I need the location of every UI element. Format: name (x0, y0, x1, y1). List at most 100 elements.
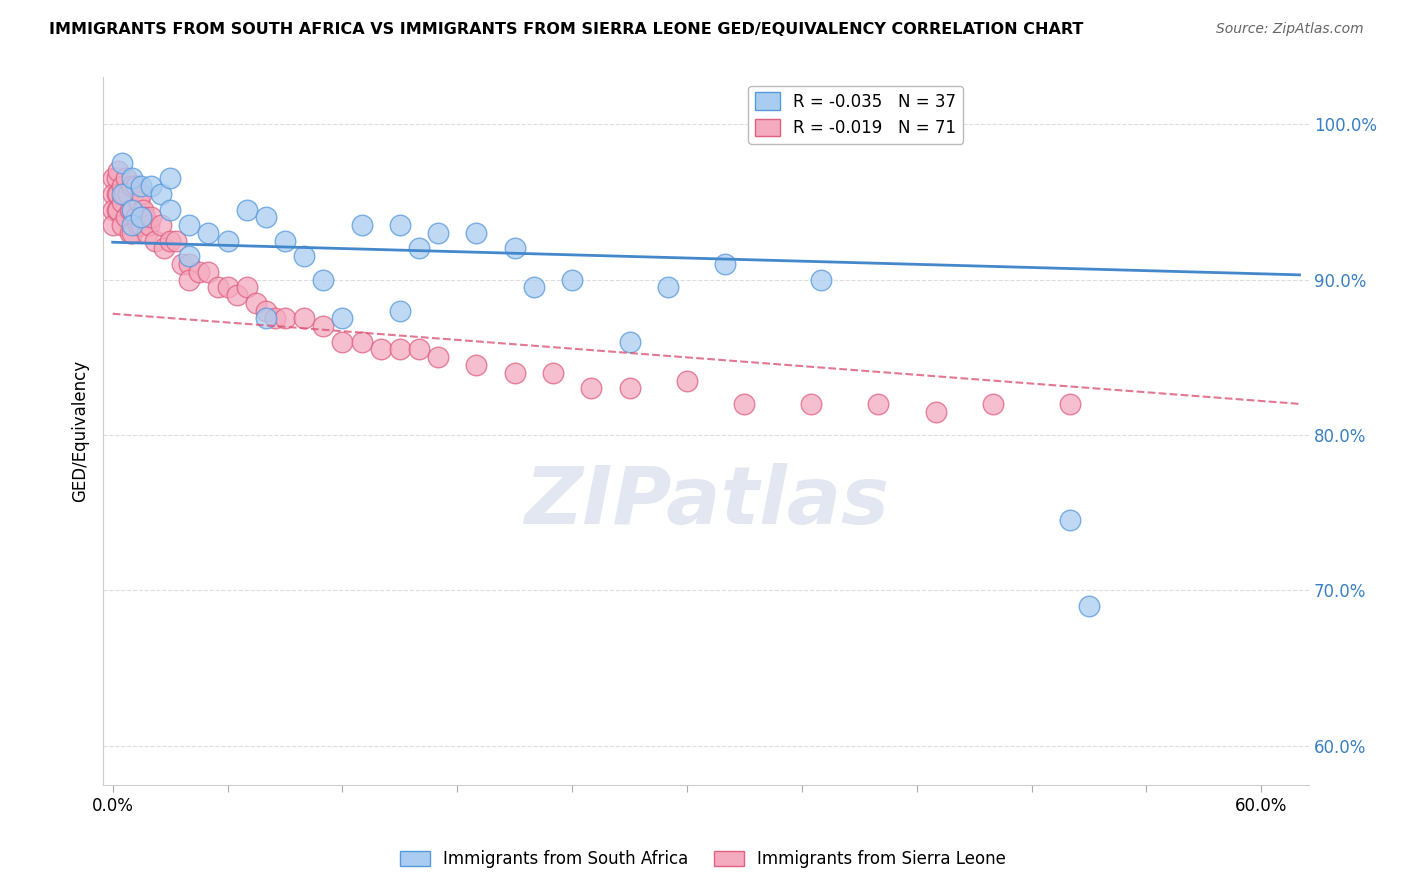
Point (153, 242, 176, 256)
Point (121, 202, 143, 217)
Point (226, 288, 249, 302)
Point (370, 343, 392, 357)
Point (981, 397, 1004, 411)
Point (503, 242, 526, 256)
Point (111, 179, 134, 194)
Point (197, 265, 219, 279)
Point (868, 397, 890, 411)
Point (107, 187, 129, 202)
Point (159, 234, 181, 248)
Point (179, 257, 201, 271)
Point (121, 202, 143, 217)
Point (170, 257, 193, 271)
Point (112, 187, 135, 202)
Point (131, 187, 153, 202)
Point (118, 226, 141, 240)
Point (105, 187, 128, 202)
Point (388, 218, 411, 232)
Point (159, 171, 181, 186)
Point (159, 202, 181, 217)
Point (408, 343, 430, 357)
Point (127, 218, 149, 232)
Point (332, 334, 354, 349)
Point (197, 226, 219, 240)
Point (1059, 514, 1081, 528)
Point (292, 249, 315, 263)
Point (105, 171, 128, 186)
Text: Source: ZipAtlas.com: Source: ZipAtlas.com (1216, 22, 1364, 37)
Point (1077, 599, 1099, 613)
Point (254, 211, 277, 225)
Point (254, 311, 277, 326)
Point (111, 194, 134, 209)
Point (312, 319, 335, 334)
Point (235, 280, 257, 294)
Point (465, 358, 488, 372)
Point (427, 226, 450, 240)
Point (561, 272, 583, 286)
Point (427, 351, 450, 365)
Point (111, 218, 134, 232)
Point (350, 334, 373, 349)
Point (733, 397, 755, 411)
Point (101, 171, 124, 186)
Point (217, 234, 239, 248)
Point (107, 163, 129, 178)
Point (149, 187, 172, 202)
Point (121, 171, 143, 186)
Point (101, 187, 124, 202)
Point (128, 194, 150, 209)
Point (139, 211, 162, 225)
Point (274, 234, 297, 248)
Point (235, 202, 257, 217)
Point (676, 374, 699, 388)
Point (124, 211, 146, 225)
Text: IMMIGRANTS FROM SOUTH AFRICA VS IMMIGRANTS FROM SIERRA LEONE GED/EQUIVALENCY COR: IMMIGRANTS FROM SOUTH AFRICA VS IMMIGRAN… (49, 22, 1084, 37)
Point (541, 366, 564, 380)
Point (124, 179, 146, 194)
Point (657, 280, 679, 294)
Point (619, 381, 641, 395)
Point (107, 202, 129, 217)
Y-axis label: GED/Equivalency: GED/Equivalency (72, 360, 89, 502)
Point (619, 334, 641, 349)
Point (121, 179, 143, 194)
Point (350, 218, 373, 232)
Point (388, 343, 411, 357)
Point (121, 226, 143, 240)
Point (714, 257, 737, 271)
Point (121, 218, 143, 232)
Legend: R = -0.035   N = 37, R = -0.019   N = 71: R = -0.035 N = 37, R = -0.019 N = 71 (748, 86, 963, 144)
Point (118, 202, 141, 217)
Point (254, 303, 277, 318)
Point (312, 272, 335, 286)
Point (179, 218, 201, 232)
Point (105, 202, 128, 217)
Point (131, 211, 153, 225)
Point (115, 211, 138, 225)
Point (136, 226, 159, 240)
Point (207, 280, 229, 294)
Point (101, 202, 124, 217)
Point (800, 397, 823, 411)
Point (465, 226, 488, 240)
Point (143, 234, 166, 248)
Point (925, 405, 948, 419)
Point (1059, 397, 1081, 411)
Point (332, 311, 354, 326)
Point (408, 242, 430, 256)
Point (138, 218, 160, 232)
Point (503, 366, 526, 380)
Point (810, 272, 832, 286)
Point (139, 179, 162, 194)
Point (581, 381, 603, 395)
Point (111, 156, 134, 170)
Point (115, 171, 138, 186)
Point (264, 311, 287, 326)
Point (217, 280, 239, 294)
Point (245, 296, 267, 310)
Point (132, 202, 155, 217)
Point (187, 265, 209, 279)
Point (274, 311, 297, 326)
Text: ZIPatlas: ZIPatlas (523, 463, 889, 541)
